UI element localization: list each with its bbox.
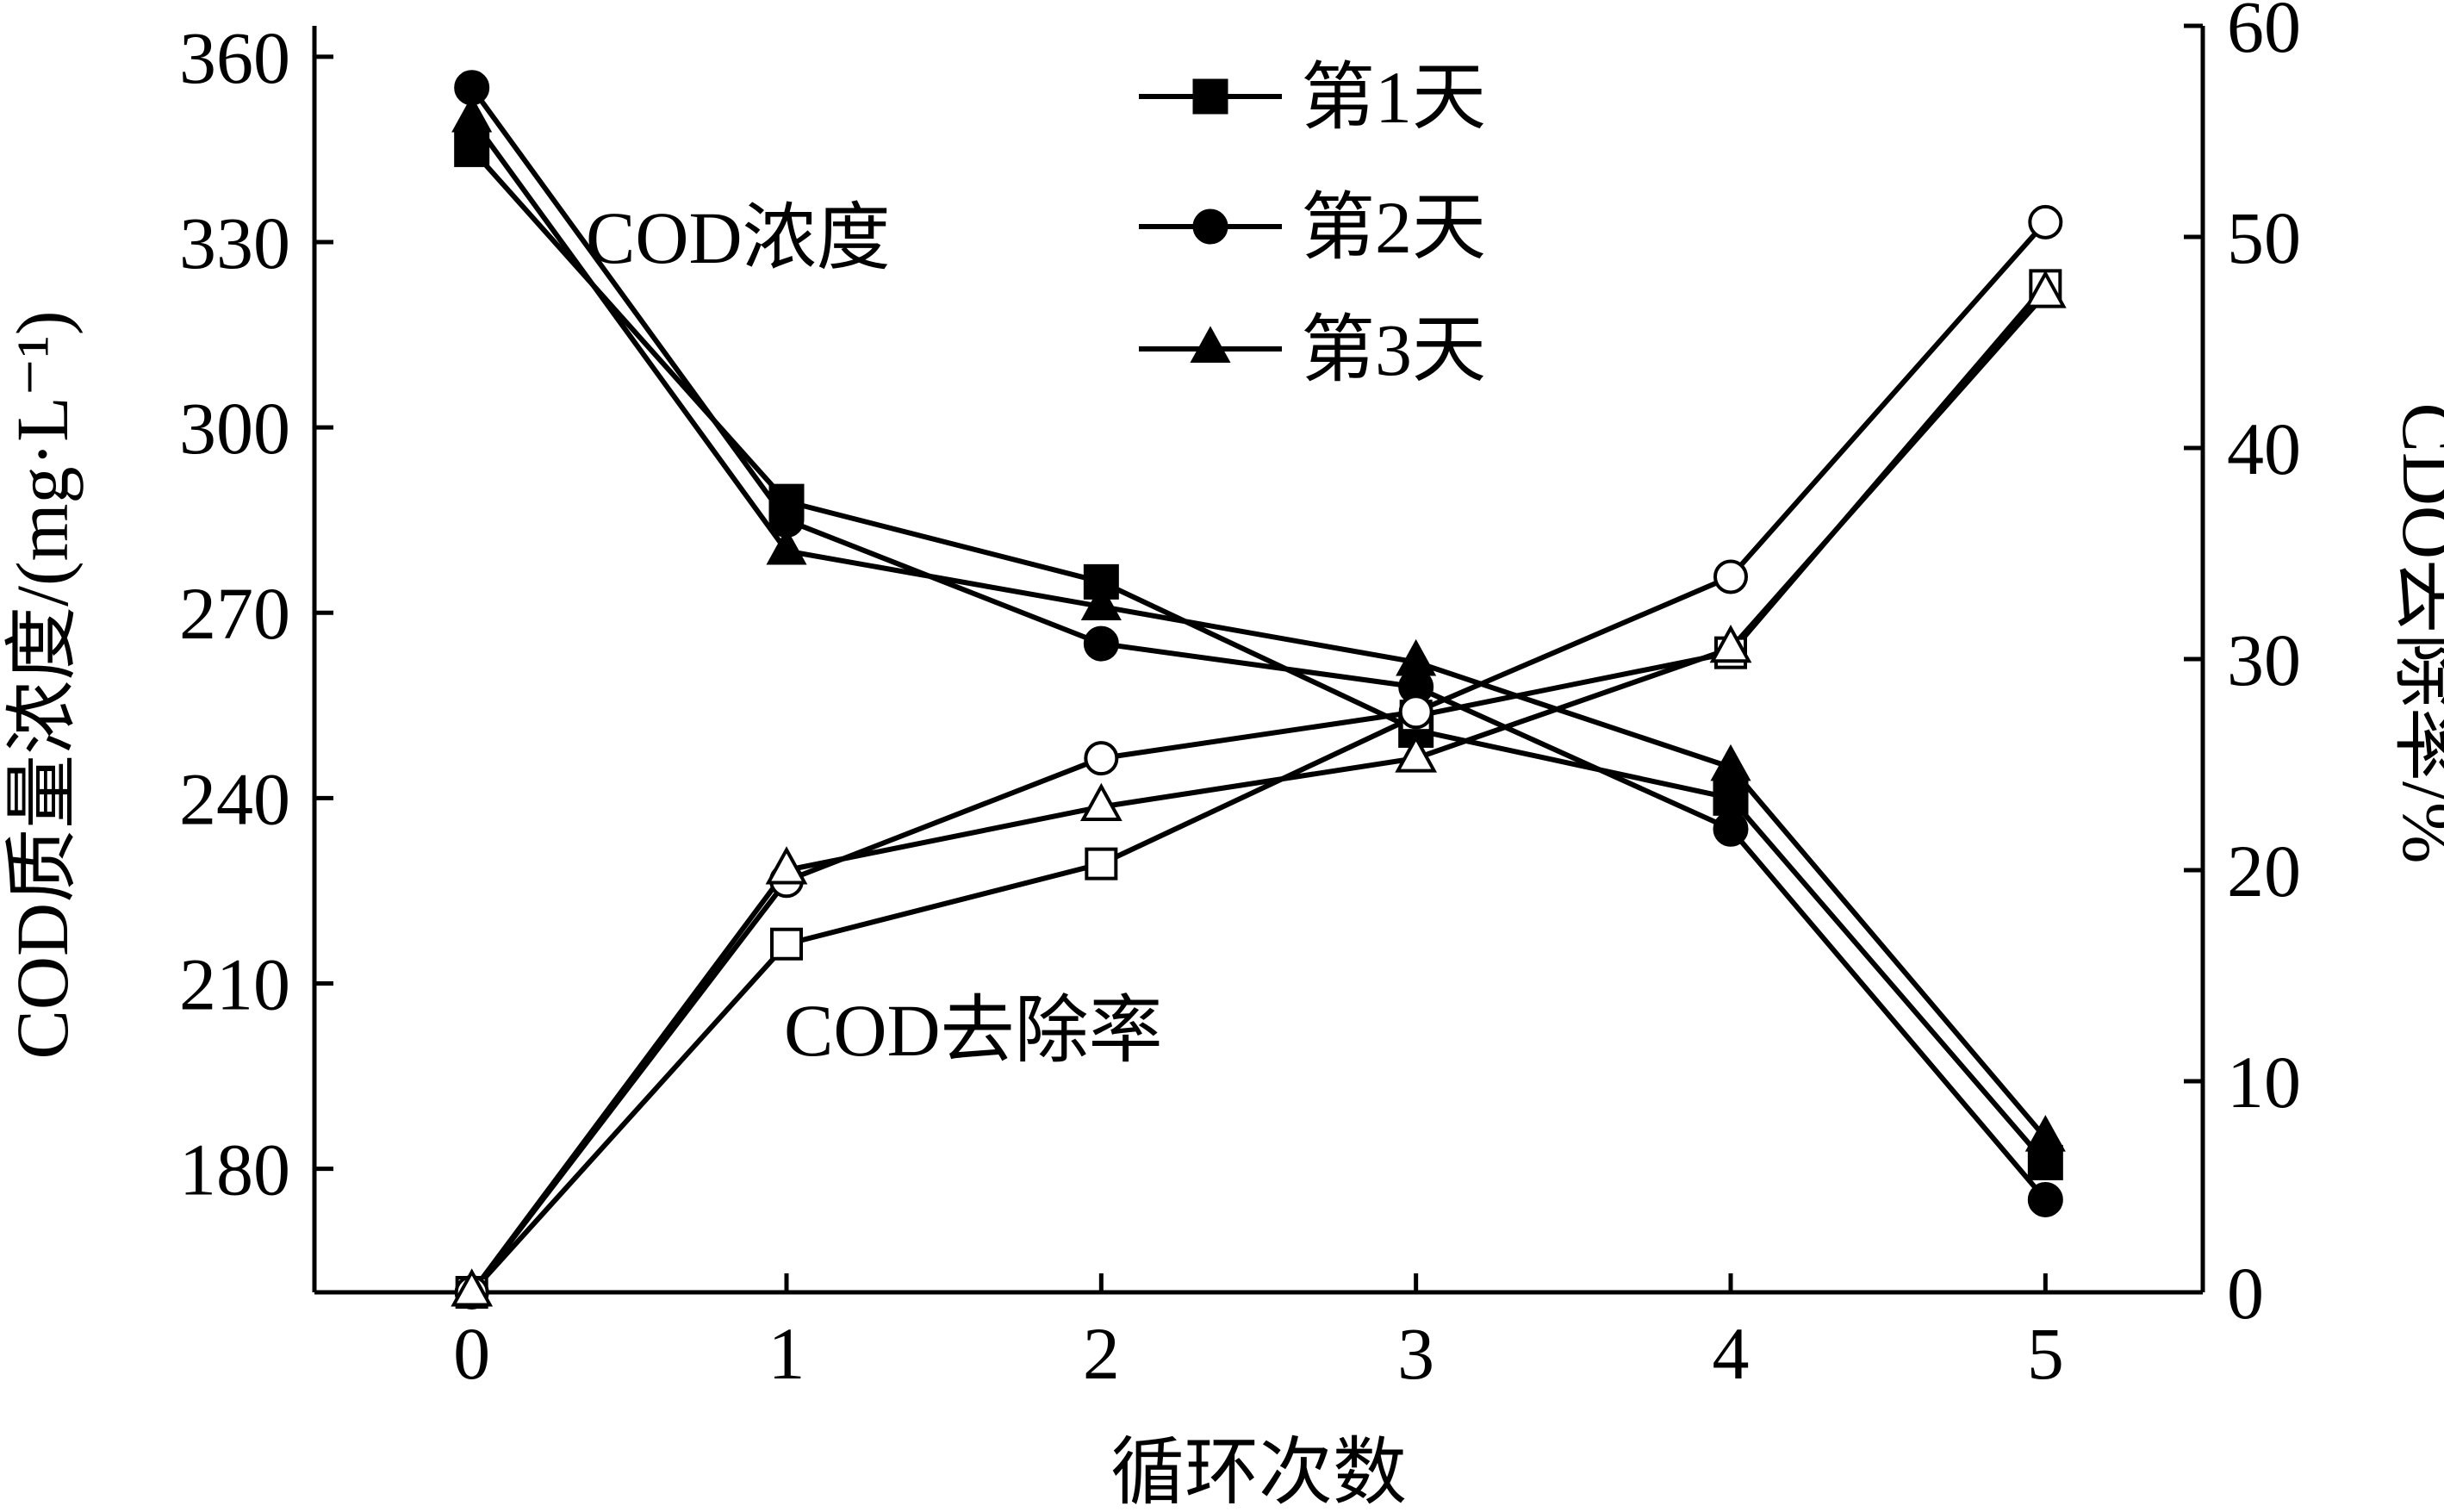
data-point-concentration-circle xyxy=(1083,625,1119,662)
series-line-concentration-2 xyxy=(470,85,2048,1202)
y-left-tick-label: 330 xyxy=(179,202,290,284)
y-right-tick-label: 20 xyxy=(2227,830,2301,912)
data-point-concentration-triangle xyxy=(1710,744,1751,781)
legend-marker-circle xyxy=(1192,208,1228,245)
data-point-concentration-triangle xyxy=(1396,638,1437,676)
x-tick-label: 5 xyxy=(2027,1312,2064,1395)
y-right-tick-label: 30 xyxy=(2227,619,2301,701)
legend-label: 第2天 xyxy=(1301,186,1486,269)
annotation-removal: COD去除率 xyxy=(784,989,1163,1072)
y-right-tick-label: 40 xyxy=(2227,408,2301,490)
y-left-tick-label: 210 xyxy=(179,943,290,1025)
series-line-removal-1 xyxy=(470,283,2048,1295)
y-right-tick-label: 60 xyxy=(2227,0,2301,68)
series-markers xyxy=(451,70,2067,1310)
data-point-removal-triangle xyxy=(1079,782,1122,821)
data-point-removal-triangle xyxy=(1395,734,1438,773)
series-lines xyxy=(470,85,2048,1295)
data-point-removal-circle xyxy=(2028,204,2063,240)
x-tick-label: 2 xyxy=(1083,1312,1120,1395)
data-point-concentration-circle xyxy=(1713,811,1749,847)
y-left-tick-label: 240 xyxy=(179,757,290,840)
data-point-removal-circle xyxy=(1398,694,1433,730)
y-left-tick-label: 300 xyxy=(179,387,290,470)
y-left-tick-label: 270 xyxy=(179,572,290,655)
y-left-tick-label: 360 xyxy=(179,16,290,99)
legend-label: 第1天 xyxy=(1301,56,1486,139)
data-point-removal-circle xyxy=(1713,559,1748,594)
data-point-concentration-square xyxy=(1713,780,1749,816)
data-point-removal-triangle xyxy=(2024,270,2067,308)
x-axis-title: 循环次数 xyxy=(1110,1431,1407,1509)
data-point-concentration-square xyxy=(454,131,490,167)
data-point-removal-triangle xyxy=(765,846,808,885)
annotation-concentration: COD浓度 xyxy=(586,196,891,279)
data-point-concentration-triangle xyxy=(766,527,807,565)
axes xyxy=(312,23,2205,1295)
y-right-tick-label: 0 xyxy=(2227,1252,2264,1335)
y-left-tick-label: 180 xyxy=(179,1129,290,1211)
legend-marker-square xyxy=(1192,78,1228,115)
x-tick-label: 0 xyxy=(453,1312,490,1395)
legend-marker-triangle xyxy=(1190,326,1231,363)
data-point-removal-triangle xyxy=(1709,625,1752,663)
series-line-removal-3 xyxy=(470,292,2048,1294)
data-point-removal-circle xyxy=(1084,741,1119,776)
data-point-concentration-triangle xyxy=(1080,583,1122,620)
legend-label: 第3天 xyxy=(1301,308,1486,391)
y-right-tick-label: 50 xyxy=(2227,196,2301,279)
data-point-concentration-triangle xyxy=(2024,1115,2066,1152)
data-point-removal-square xyxy=(1085,847,1118,880)
data-point-concentration-square xyxy=(2027,1144,2063,1180)
data-point-concentration-circle xyxy=(2027,1181,2063,1217)
series-line-concentration-3 xyxy=(470,116,2048,1140)
series-line-removal-2 xyxy=(470,220,2048,1294)
y-axis-right-title: CDO去除率/% xyxy=(2387,402,2444,863)
y-right-tick-label: 10 xyxy=(2227,1041,2301,1123)
x-tick-label: 3 xyxy=(1397,1312,1434,1395)
data-point-removal-triangle xyxy=(451,1268,494,1307)
series-line-concentration-1 xyxy=(470,147,2048,1165)
x-tick-label: 1 xyxy=(768,1312,805,1395)
data-point-removal-square xyxy=(770,927,803,961)
y-axis-left-title: COD质量浓度/(mg·L⁻¹) xyxy=(1,311,84,1060)
data-point-concentration-triangle xyxy=(451,95,493,133)
x-tick-label: 4 xyxy=(1713,1312,1750,1395)
